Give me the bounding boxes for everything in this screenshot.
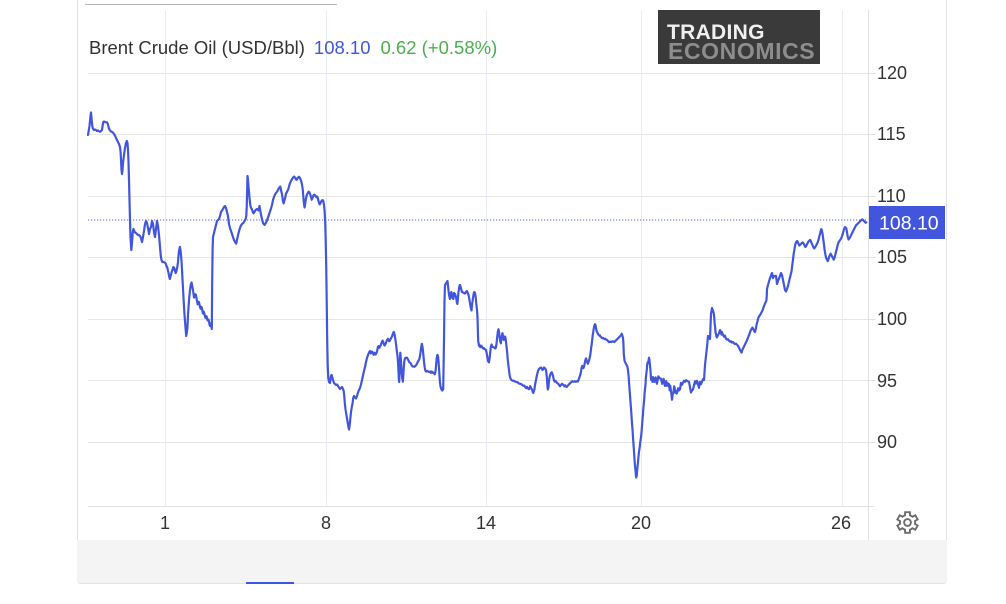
svg-text:20: 20	[631, 513, 651, 533]
svg-text:115: 115	[877, 124, 906, 144]
svg-text:26: 26	[831, 513, 851, 533]
svg-text:90: 90	[877, 432, 897, 452]
svg-text:14: 14	[476, 513, 496, 533]
svg-text:1: 1	[160, 513, 170, 533]
svg-text:8: 8	[321, 513, 331, 533]
svg-text:108.10: 108.10	[879, 213, 939, 235]
svg-text:95: 95	[877, 371, 897, 391]
svg-text:100: 100	[877, 309, 907, 329]
svg-text:110: 110	[877, 186, 906, 206]
svg-text:105: 105	[877, 247, 907, 267]
svg-text:120: 120	[877, 63, 907, 83]
